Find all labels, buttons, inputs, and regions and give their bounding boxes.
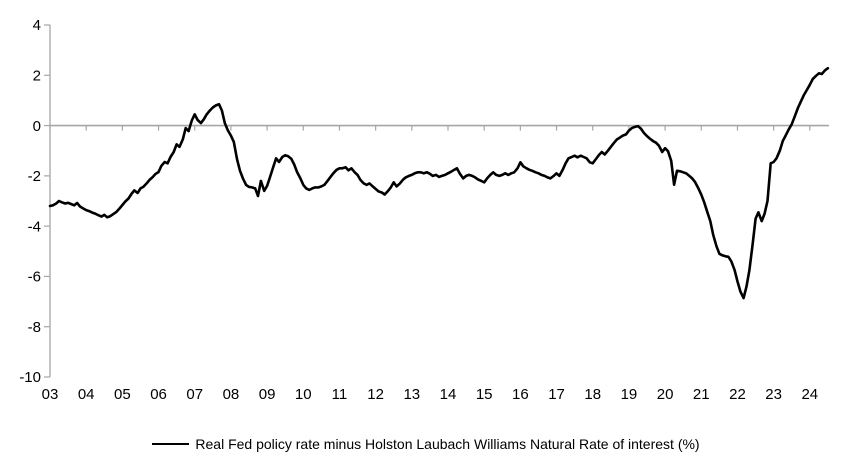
y-axis-tick-label: -10 (19, 369, 41, 386)
chart-legend: Real Fed policy rate minus Holston Lauba… (0, 433, 852, 455)
data-line (48, 66, 830, 300)
y-axis-tick-label: -8 (28, 319, 41, 336)
x-axis-tick-label: 06 (150, 386, 167, 403)
x-axis-tick-label: 11 (332, 386, 348, 403)
x-axis-tick-label: 24 (801, 386, 818, 403)
legend-label: Real Fed policy rate minus Holston Lauba… (195, 436, 700, 452)
x-axis-tick-label: 07 (186, 386, 203, 403)
legend-line-sample (152, 443, 190, 445)
x-axis-tick-label: 18 (584, 386, 601, 403)
x-axis-tick-label: 19 (621, 386, 638, 403)
y-axis-tick-label: -2 (28, 168, 41, 185)
x-axis-tick-label: 17 (548, 386, 565, 403)
x-axis-tick-label: 09 (259, 386, 276, 403)
y-axis-tick-label: -6 (28, 269, 41, 286)
x-axis-tick-label: 14 (440, 386, 457, 403)
x-axis-tick-label: 05 (114, 386, 131, 403)
x-axis-tick-label: 12 (367, 386, 384, 403)
x-axis-tick-label: 15 (476, 386, 493, 403)
x-axis-tick-label: 21 (693, 386, 710, 403)
x-axis-tick-label: 22 (729, 386, 746, 403)
x-axis-tick-label: 10 (295, 386, 312, 403)
x-axis-tick-label: 20 (657, 386, 674, 403)
x-axis-tick-label: 04 (78, 386, 95, 403)
x-axis-tick-label: 16 (512, 386, 529, 403)
x-axis-tick-label: 08 (223, 386, 240, 403)
x-axis-tick-label: 03 (42, 386, 59, 403)
x-axis-tick-label: 13 (403, 386, 420, 403)
y-axis-tick-label: 4 (33, 17, 41, 34)
y-axis-tick-label: 0 (33, 118, 41, 135)
y-axis-tick-label: -4 (28, 218, 41, 235)
y-axis-tick-label: 2 (33, 67, 41, 84)
x-axis-tick-label: 23 (765, 386, 782, 403)
